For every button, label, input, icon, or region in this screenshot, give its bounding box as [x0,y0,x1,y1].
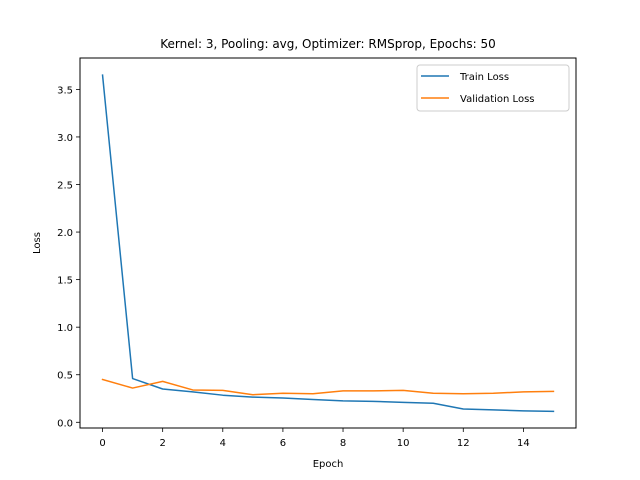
x-tick-label: 8 [340,438,346,449]
y-tick-label: 3.5 [57,85,73,96]
y-tick-label: 3.0 [57,133,73,144]
x-tick-label: 4 [220,438,226,449]
y-tick-label: 1.0 [57,323,73,334]
y-tick-label: 0.0 [57,418,73,429]
x-axis-ticks: 0 2 4 6 8 10 12 14 [99,428,530,449]
x-tick-label: 0 [99,438,105,449]
chart-title: Kernel: 3, Pooling: avg, Optimizer: RMSp… [160,37,495,51]
legend-label-train-loss: Train Loss [459,72,509,83]
x-axis-label: Epoch [313,459,344,470]
x-tick-label: 14 [517,438,530,449]
x-tick-label: 12 [457,438,470,449]
legend: Train Loss Validation Loss [416,64,570,112]
series-line-validation-loss [101,378,555,396]
x-tick-label: 6 [280,438,286,449]
y-tick-label: 1.5 [57,276,73,287]
y-tick-label: 2.5 [57,181,73,192]
y-axis-label: Loss [32,232,43,254]
legend-label-validation-loss: Validation Loss [460,94,535,105]
plot-area [101,74,555,413]
y-axis-ticks: 0.0 0.5 1.0 1.5 2.0 2.5 3.0 3.5 [57,85,80,429]
series-line-train-loss [101,74,555,413]
legend-box [416,64,570,112]
x-tick-label: 10 [397,438,410,449]
y-tick-label: 2.0 [57,228,73,239]
axes-frame [79,57,577,429]
y-tick-label: 0.5 [57,371,73,382]
x-tick-label: 2 [159,438,165,449]
